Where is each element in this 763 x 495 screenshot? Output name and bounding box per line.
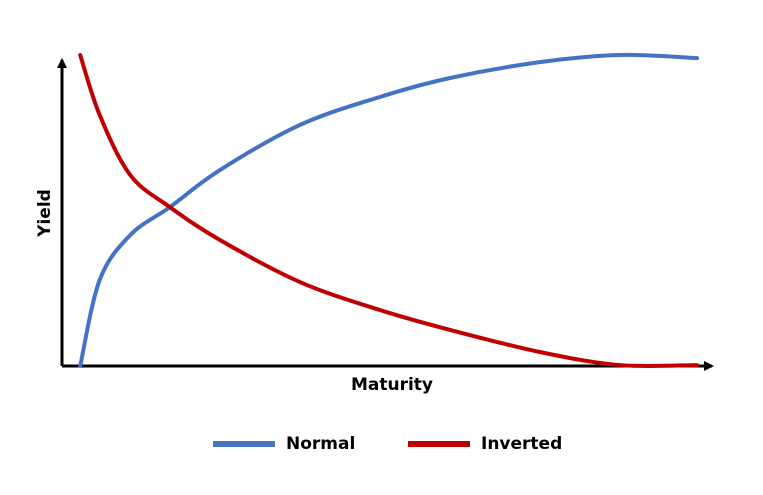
x-axis-label: Maturity xyxy=(351,375,433,395)
y-axis-label: Yield xyxy=(35,189,55,238)
legend-label: Inverted xyxy=(481,434,562,454)
line-series xyxy=(78,52,700,368)
line-series xyxy=(78,53,700,369)
legend-label: Normal xyxy=(286,434,355,454)
